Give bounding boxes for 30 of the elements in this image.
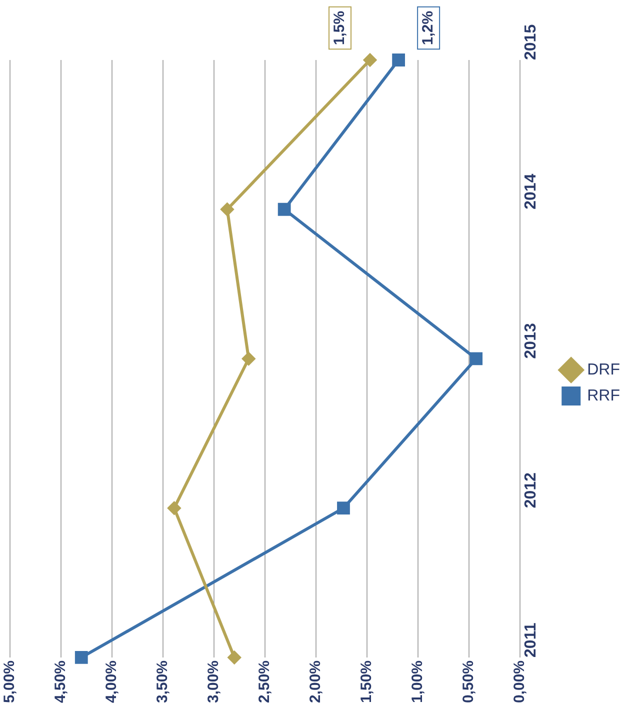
x-tick-label: 2,50% (256, 660, 274, 704)
x-tick-label: 0,50% (460, 660, 478, 704)
x-tick-label: 4,50% (52, 660, 70, 704)
y-tick-label: 2013 (522, 323, 540, 359)
point (278, 202, 291, 216)
data-label: 1,2% (420, 10, 437, 46)
x-tick-label: 1,50% (358, 660, 376, 704)
point (242, 352, 256, 366)
y-tick-label: 2011 (522, 622, 540, 658)
x-tick-label: 3,00% (205, 660, 222, 704)
point (470, 352, 483, 366)
x-tick-label: 1,00% (409, 660, 426, 704)
legend-label: RRF (587, 387, 620, 404)
legend-label: DRF (587, 361, 620, 378)
x-tick-label: 4,00% (103, 660, 120, 704)
point (337, 502, 350, 515)
x-tick-label: 2,00% (307, 660, 324, 704)
point (74, 651, 88, 664)
y-tick-label: 2012 (522, 472, 540, 508)
point (392, 54, 406, 66)
x-tick-label: 5,00% (1, 660, 18, 704)
point (168, 502, 181, 515)
x-tick-label: 0,00% (511, 660, 528, 704)
point (220, 202, 234, 216)
y-tick-label: 2015 (522, 24, 540, 60)
x-tick-label: 3,50% (154, 660, 172, 704)
data-label: 1,5% (331, 10, 348, 46)
point (228, 650, 241, 664)
y-tick-label: 2014 (522, 174, 540, 210)
point (364, 54, 376, 66)
